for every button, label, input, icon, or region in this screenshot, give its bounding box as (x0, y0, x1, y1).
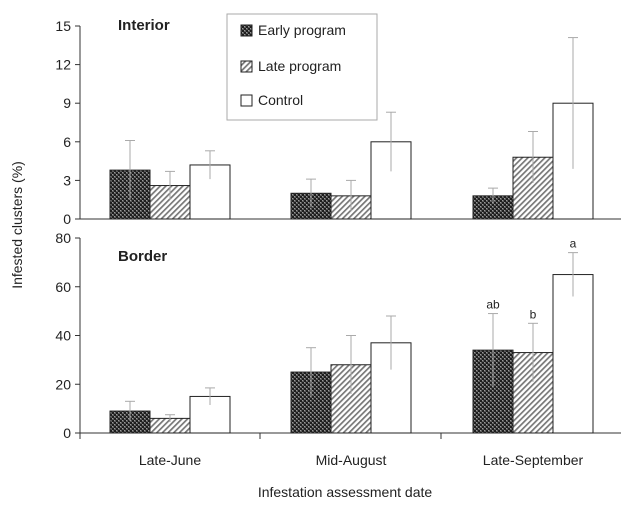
sig-label-border-control-late-september: a (570, 237, 577, 251)
x-axis-title: Infestation assessment date (258, 484, 433, 500)
sig-label-border-late-program-late-september: b (530, 307, 537, 321)
y-tick-label-interior-0: 0 (63, 211, 71, 227)
y-axis-title: Infested clusters (%) (9, 161, 25, 289)
panel-interior: Interior 0 3 6 9 12 15 (55, 17, 621, 227)
y-tick-label-interior-6: 6 (63, 134, 71, 150)
panel-label-border: Border (118, 248, 167, 265)
legend-label-control: Control (258, 92, 303, 108)
x-tick-labels: Late-June Mid-August Late-September (139, 452, 584, 468)
y-tick-label-interior-3: 3 (63, 172, 71, 188)
y-tick-label-interior-9: 9 (63, 95, 71, 111)
legend-label-early-program: Early program (258, 22, 346, 38)
panel-label-interior: Interior (118, 17, 170, 34)
legend-swatch-control (240, 94, 253, 107)
sig-label-border-early-program-late-september: ab (486, 298, 500, 312)
bar-border-control-late-september (552, 274, 594, 434)
legend-swatch-early-program (240, 24, 253, 37)
y-tick-label-border-0: 0 (63, 425, 71, 441)
y-tick-label-interior-15: 15 (55, 18, 71, 34)
y-tick-label-border-60: 60 (55, 279, 71, 295)
y-tick-label-border-80: 80 (55, 230, 71, 246)
legend-swatch-late-program (240, 60, 253, 73)
x-tick-label-mid-august: Mid-August (316, 452, 387, 468)
legend-label-late-program: Late program (258, 58, 341, 74)
y-tick-label-border-20: 20 (55, 376, 71, 392)
y-tick-label-border-40: 40 (55, 328, 71, 344)
panel-border: Border 0 20 40 60 80 ab b a (55, 230, 621, 441)
x-tick-label-late-september: Late-September (483, 452, 584, 468)
x-tick-label-late-june: Late-June (139, 452, 201, 468)
legend: Early program Late program Control (226, 13, 378, 121)
y-tick-label-interior-12: 12 (55, 57, 71, 73)
